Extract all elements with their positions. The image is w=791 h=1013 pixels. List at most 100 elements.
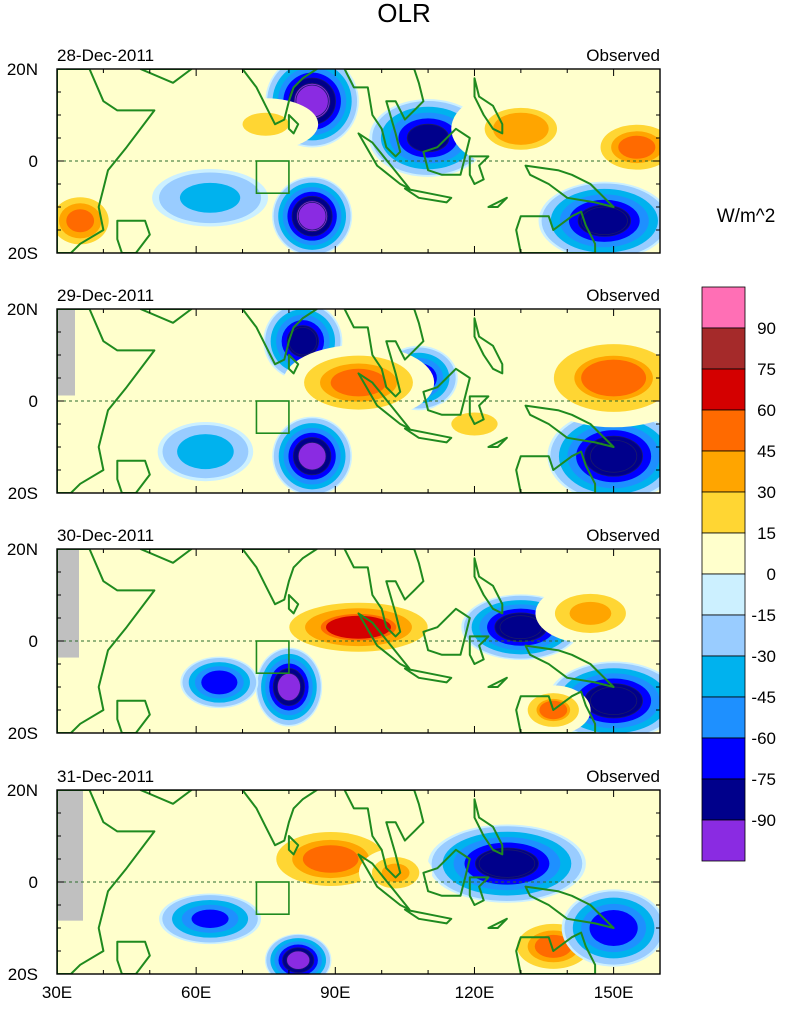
y-tick-label: 20S — [8, 484, 38, 503]
colorbar-label: -75 — [751, 770, 776, 789]
coastline — [473, 317, 504, 375]
coastline — [116, 699, 151, 733]
coastline — [515, 931, 597, 974]
coastline — [468, 635, 490, 665]
y-tick-label: 20S — [8, 244, 38, 263]
coastline — [403, 667, 453, 684]
olr-contour-mark — [191, 909, 229, 928]
olr-contour-mark — [499, 615, 543, 640]
missing-data-area — [57, 790, 83, 921]
map-panel: 20N 0 20S 31-Dec-2011 Observed — [7, 767, 661, 984]
missing-data-area — [57, 549, 79, 658]
panel-date: 31-Dec-2011 — [57, 767, 154, 786]
coastline — [116, 940, 151, 974]
coastline — [422, 367, 471, 416]
y-tick-label: 20N — [7, 300, 38, 319]
map-panel: 20N 0 20S 30-Dec-2011 Observed — [7, 526, 661, 743]
reference-box — [255, 881, 290, 916]
coastline — [57, 69, 156, 253]
coastline — [343, 790, 425, 879]
colorbar-label: -90 — [751, 811, 776, 830]
olr-contour-mark — [186, 186, 234, 210]
colorbar-label: 60 — [757, 401, 776, 420]
colorbar-swatch — [701, 409, 746, 452]
coastline — [57, 790, 156, 974]
olr-contour-mark — [590, 686, 638, 716]
colorbar-label: 45 — [757, 442, 776, 461]
olr-contour-mark — [478, 849, 536, 878]
y-tick-label: 0 — [29, 873, 38, 892]
y-tick-label: 20N — [7, 540, 38, 559]
olr-contour-mark — [302, 845, 359, 873]
reference-box — [255, 400, 290, 435]
colorbar-label: 90 — [757, 319, 776, 338]
y-tick-label: 20S — [8, 965, 38, 984]
colorbar-swatch — [701, 819, 746, 862]
olr-contour-mark — [581, 359, 647, 397]
coastline — [343, 309, 425, 398]
coastline — [116, 459, 151, 493]
x-tick-label: 120E — [455, 983, 495, 1002]
coastline — [487, 436, 508, 448]
olr-contour-mark — [534, 934, 572, 958]
colorbar-swatch — [701, 286, 746, 329]
coastline — [116, 219, 151, 253]
y-tick-label: 0 — [29, 632, 38, 651]
colorbar-swatch — [701, 778, 746, 821]
coastline — [524, 885, 615, 929]
panel-label: Observed — [586, 46, 660, 65]
coastline — [343, 549, 425, 638]
olr-contour-mark — [580, 206, 628, 236]
colorbar-label: 15 — [757, 524, 776, 543]
coastline — [241, 69, 318, 126]
coastline — [139, 549, 193, 564]
coastline — [524, 404, 615, 448]
x-tick-label: 60E — [181, 983, 211, 1002]
olr-contour-mark — [381, 863, 410, 882]
olr-contour-mark — [590, 439, 638, 473]
coastline — [57, 549, 156, 733]
map-panel: 20N 0 20S 29-Dec-2011 Observed — [7, 286, 661, 503]
panels: 20N 0 20S 28-Dec-2011 Observed 20N 0 20S 29-Dec-… — [7, 46, 661, 1002]
panel-label: Observed — [586, 286, 660, 305]
coastline — [403, 908, 453, 925]
y-tick-label: 0 — [29, 152, 38, 171]
coastline — [57, 309, 156, 493]
olr-contour-mark — [326, 615, 391, 639]
coastline — [422, 848, 471, 897]
reference-box — [255, 160, 290, 195]
coastline — [139, 69, 193, 84]
reference-box — [255, 640, 290, 675]
olr-contour-mark — [330, 368, 387, 397]
x-tick-label: 150E — [594, 983, 634, 1002]
olr-contour-mark — [205, 673, 234, 692]
coastline — [473, 77, 504, 135]
colorbar-swatch — [701, 532, 746, 575]
coastline — [343, 69, 425, 158]
coastline — [487, 917, 508, 929]
y-tick-label: 20S — [8, 724, 38, 743]
colorbar-swatch — [701, 573, 746, 616]
coastline — [473, 798, 504, 856]
olr-contour-mark — [297, 442, 327, 471]
panel-label: Observed — [586, 767, 660, 786]
coastline — [241, 790, 318, 847]
y-tick-label: 20N — [7, 60, 38, 79]
panel-date: 30-Dec-2011 — [57, 526, 154, 545]
panel-date: 29-Dec-2011 — [57, 286, 154, 305]
coastline — [139, 790, 193, 805]
y-tick-label: 0 — [29, 392, 38, 411]
olr-contour-mark — [66, 209, 95, 233]
coastline — [473, 557, 504, 615]
olr-contour-mark — [618, 135, 656, 159]
coastline — [287, 594, 300, 615]
coastline — [515, 450, 597, 493]
colorbar-swatch — [701, 450, 746, 493]
colorbar-swatch — [701, 655, 746, 698]
colorbar-label: 0 — [767, 565, 776, 584]
coastline — [524, 644, 615, 688]
olr-contour-mark — [406, 123, 450, 153]
y-tick-label: 20N — [7, 781, 38, 800]
panel-label: Observed — [586, 526, 660, 545]
coastline — [515, 690, 597, 733]
